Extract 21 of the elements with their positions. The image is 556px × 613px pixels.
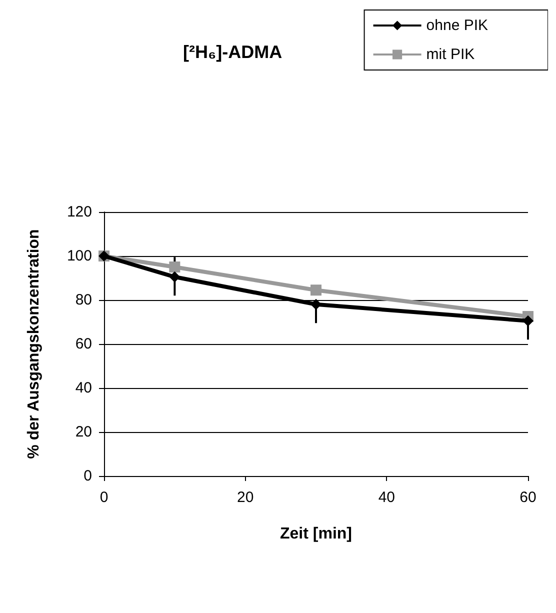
point — [169, 271, 180, 282]
y-tick-label: 0 — [84, 468, 92, 484]
y-tick-label: 80 — [75, 292, 92, 308]
chart-title: [²H₆]-ADMA — [183, 42, 282, 62]
x-tick-label: 0 — [100, 489, 108, 506]
y-tick-label: 40 — [75, 380, 92, 396]
x-axis-title: Zeit [min] — [280, 526, 352, 542]
y-tick-label: 20 — [75, 424, 92, 440]
y-tick-label: 120 — [66, 204, 92, 220]
y-tick-label: 100 — [66, 248, 92, 264]
legend-label: mit PIK — [426, 46, 475, 63]
x-tick-label: 40 — [378, 489, 396, 506]
x-tick-label: 20 — [236, 489, 254, 506]
y-tick-label: 60 — [75, 336, 92, 352]
y-axis-title: % der Ausgangskonzentration — [26, 229, 42, 459]
point — [310, 284, 322, 296]
point — [310, 298, 322, 310]
legend-label: ohne PIK — [426, 17, 488, 34]
point — [522, 315, 534, 326]
x-tick-label: 60 — [520, 489, 536, 506]
point — [169, 262, 180, 272]
